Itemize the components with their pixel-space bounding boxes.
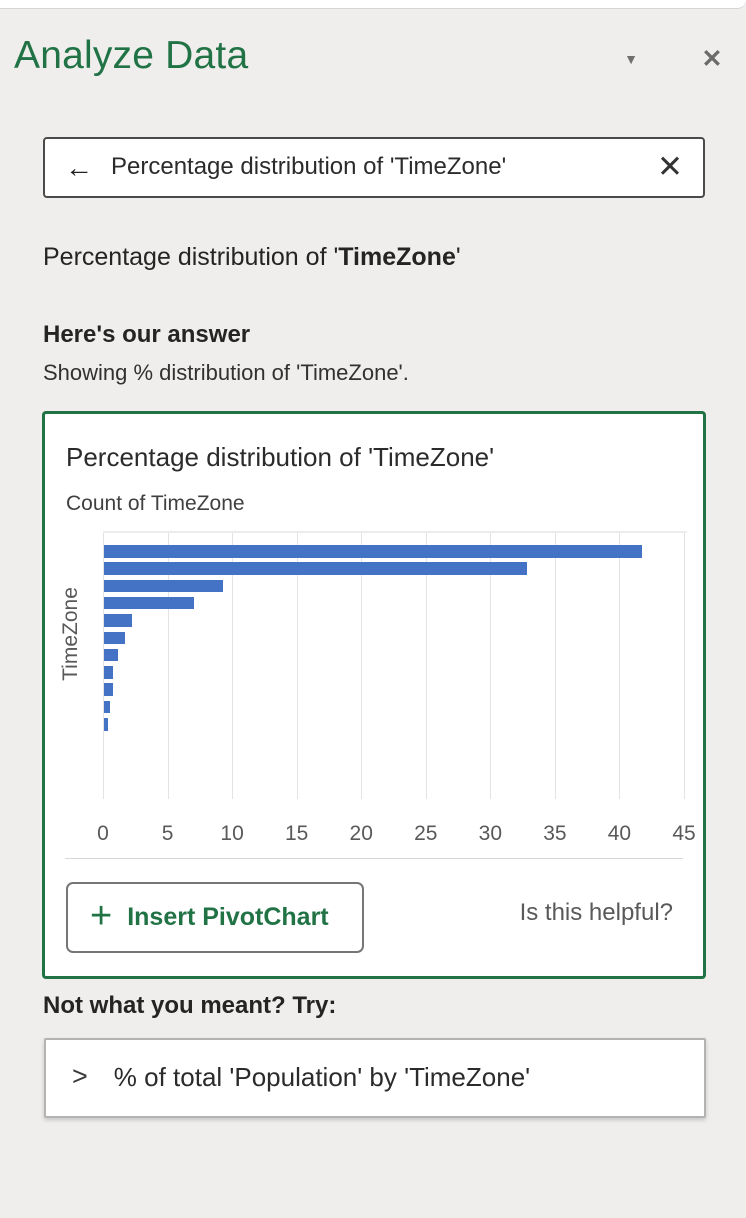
bar xyxy=(104,718,108,731)
gridline xyxy=(167,533,169,799)
close-icon: ✕ xyxy=(701,45,723,73)
question-echo-suffix: ' xyxy=(455,243,461,271)
suggestion-item[interactable]: > % of total 'Population' by 'TimeZone' xyxy=(44,1038,706,1118)
search-input[interactable] xyxy=(101,152,650,183)
caret-down-icon: ▼ xyxy=(624,51,638,67)
suggestion-label: % of total 'Population' by 'TimeZone' xyxy=(113,1061,531,1092)
bar xyxy=(104,614,133,627)
plot-area: 0 5 10 15 20 25 30 35 40 45 xyxy=(97,531,696,845)
x-tick-label: 45 xyxy=(672,822,696,845)
x-tick-label: 40 xyxy=(607,822,632,845)
back-arrow-icon: ← xyxy=(65,151,93,183)
x-tick-label: 15 xyxy=(284,822,309,845)
question-echo: Percentage distribution of 'TimeZone' xyxy=(43,243,461,272)
chart-card[interactable]: Percentage distribution of 'TimeZone' Co… xyxy=(42,411,706,979)
bar xyxy=(104,545,643,558)
card-divider xyxy=(65,858,683,859)
chart-series-label: Count of TimeZone xyxy=(66,492,245,515)
back-button[interactable]: ← xyxy=(45,151,101,183)
answer-subtext: Showing % distribution of 'TimeZone'. xyxy=(43,360,409,385)
clear-search-button[interactable]: ✕ xyxy=(649,151,703,184)
gridline xyxy=(425,533,427,799)
bar xyxy=(104,666,114,679)
plus-icon: + xyxy=(90,894,113,937)
bar xyxy=(104,579,223,593)
bar xyxy=(104,596,195,610)
x-tick-label: 20 xyxy=(349,822,373,845)
gridline xyxy=(296,533,298,799)
bar xyxy=(104,562,528,575)
search-box: ← ✕ xyxy=(43,137,705,198)
helpful-text: Is this helpful? xyxy=(519,899,673,926)
x-tick-label: 0 xyxy=(97,822,109,845)
insert-pivotchart-label: Insert PivotChart xyxy=(127,903,329,931)
gridline xyxy=(232,533,234,799)
gridline xyxy=(361,533,363,799)
gridline xyxy=(619,533,621,799)
question-echo-field: TimeZone xyxy=(338,243,456,271)
x-tick-label: 35 xyxy=(543,822,567,845)
window-top-edge xyxy=(0,0,746,9)
chevron-right-icon: > xyxy=(72,1061,88,1091)
pane-close-button[interactable]: ✕ xyxy=(694,42,730,76)
gridline xyxy=(490,533,492,799)
insert-pivotchart-button[interactable]: + Insert PivotChart xyxy=(66,882,364,953)
answer-heading: Here's our answer xyxy=(43,321,251,348)
bar xyxy=(104,700,111,714)
bar xyxy=(104,683,114,696)
x-tick-label: 10 xyxy=(220,822,244,845)
bar xyxy=(104,631,125,644)
question-echo-prefix: Percentage distribution of ' xyxy=(43,243,339,271)
x-tick-label: 30 xyxy=(478,822,503,845)
suggestions-heading: Not what you meant? Try: xyxy=(43,992,337,1019)
gridline xyxy=(554,533,556,799)
pane-title: Analyze Data xyxy=(14,34,249,77)
clear-icon: ✕ xyxy=(657,149,683,184)
bar xyxy=(104,648,119,662)
gridline xyxy=(684,533,685,799)
y-axis-label: TimeZone xyxy=(59,587,82,681)
pane-dropdown-button[interactable]: ▼ xyxy=(613,44,649,74)
x-tick-label: 25 xyxy=(414,822,438,845)
x-tick-label: 5 xyxy=(161,822,174,845)
chart-title: Percentage distribution of 'TimeZone' xyxy=(66,442,495,472)
gridline xyxy=(103,533,104,799)
